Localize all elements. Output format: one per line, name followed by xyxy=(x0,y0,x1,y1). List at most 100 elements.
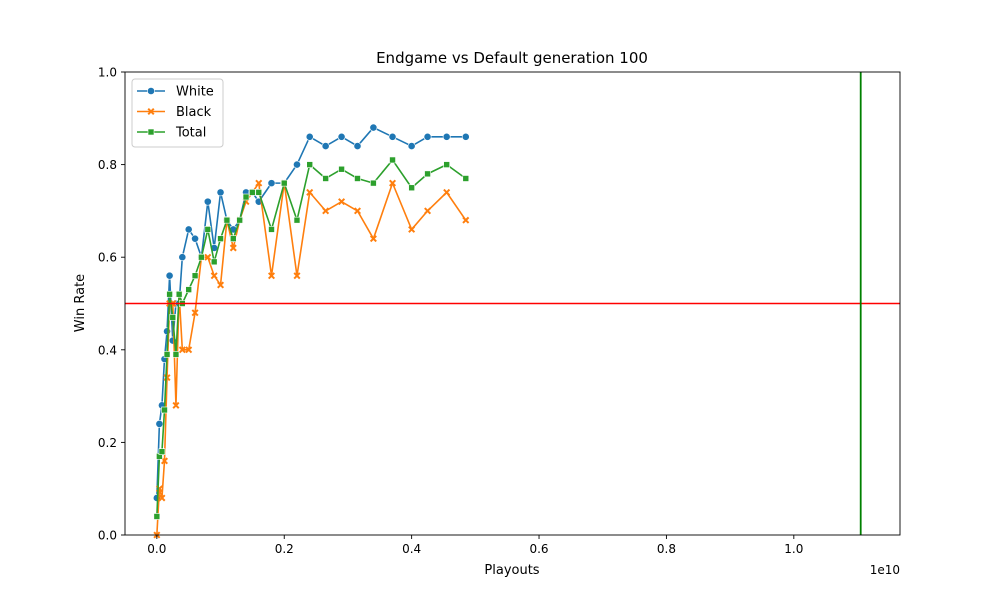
data-point-black xyxy=(267,272,276,280)
data-point-total xyxy=(175,290,183,298)
data-point-total xyxy=(424,170,431,178)
data-point-black-stroke-b xyxy=(204,253,212,261)
x-axis-label: Playouts xyxy=(484,563,539,578)
y-tick-label: 0.6 xyxy=(98,251,117,265)
data-point-white xyxy=(305,132,314,141)
legend-label-white: White xyxy=(176,85,214,100)
data-point-total xyxy=(280,179,288,187)
chart-title: Endgame vs Default generation 100 xyxy=(376,49,648,67)
legend-marker-black-stroke-b xyxy=(147,107,155,116)
data-point-total xyxy=(462,175,470,182)
data-point-total xyxy=(210,258,218,266)
data-point-white xyxy=(353,142,362,150)
data-point-black-stroke-b xyxy=(408,225,416,233)
legend-marker-total xyxy=(147,128,155,136)
legend-label-black: Black xyxy=(176,105,212,120)
data-point-black-stroke-b xyxy=(217,281,225,289)
data-point-total xyxy=(443,161,450,168)
data-point-total xyxy=(163,351,171,358)
data-point-black xyxy=(229,244,237,252)
data-point-black xyxy=(255,179,263,187)
legend-label-total: Total xyxy=(175,126,206,141)
data-point-total xyxy=(408,184,415,192)
data-point-white xyxy=(461,132,470,141)
legend-marker-white xyxy=(147,87,155,95)
data-point-total xyxy=(229,235,237,242)
data-point-white xyxy=(163,327,171,336)
data-point-total xyxy=(198,253,205,261)
data-point-black-stroke-b xyxy=(191,309,199,317)
data-point-total xyxy=(293,216,301,224)
legend-marker-black xyxy=(147,107,155,116)
data-point-black xyxy=(424,207,432,215)
y-tick-label: 0.2 xyxy=(98,436,117,450)
data-point-black-stroke-b xyxy=(267,272,276,280)
data-point-black xyxy=(443,188,451,196)
data-point-black xyxy=(172,401,180,409)
x-tick-label: 0.4 xyxy=(402,542,421,556)
data-point-white xyxy=(407,142,416,150)
x-axis-offset-label: 1e10 xyxy=(870,563,900,577)
y-tick-label: 0.4 xyxy=(98,343,117,357)
y-tick-label: 0.0 xyxy=(98,529,117,543)
data-point-black-stroke-b xyxy=(443,188,451,196)
data-point-total xyxy=(322,175,329,182)
data-point-black xyxy=(217,281,225,289)
data-point-black-stroke-b xyxy=(306,188,314,196)
data-point-total xyxy=(338,165,345,173)
data-point-total xyxy=(389,156,396,164)
data-point-white xyxy=(191,234,199,243)
data-point-black-stroke-b xyxy=(158,494,166,502)
data-point-total xyxy=(169,314,177,321)
data-point-black xyxy=(462,216,470,224)
data-point-black-stroke-b xyxy=(210,272,218,280)
data-point-black-stroke-b xyxy=(255,179,263,187)
data-point-total xyxy=(158,448,166,455)
data-point-black xyxy=(322,207,330,215)
data-point-white xyxy=(178,253,187,262)
data-point-black xyxy=(369,235,377,243)
data-point-black xyxy=(338,198,346,206)
data-point-black xyxy=(408,225,416,233)
data-point-black-stroke-b xyxy=(322,207,330,215)
data-point-black xyxy=(353,207,362,215)
data-point-black xyxy=(158,494,166,502)
data-point-white xyxy=(321,142,330,150)
data-point-total xyxy=(236,216,243,224)
data-point-black-stroke-b xyxy=(353,207,362,215)
data-point-white xyxy=(267,179,276,188)
x-tick-label: 0.0 xyxy=(147,542,166,556)
data-point-black-stroke-b xyxy=(293,272,301,280)
data-point-white xyxy=(216,188,225,197)
data-point-white xyxy=(337,132,346,141)
x-tick-label: 1.0 xyxy=(784,542,803,556)
data-point-white xyxy=(423,132,432,141)
data-point-black xyxy=(306,188,314,196)
data-point-total xyxy=(354,175,361,182)
data-point-black xyxy=(178,346,186,354)
data-point-black-stroke-b xyxy=(462,216,470,224)
data-point-black-stroke-b xyxy=(338,198,346,206)
data-point-total xyxy=(242,193,250,201)
data-point-black xyxy=(389,179,397,187)
data-point-black-stroke-b xyxy=(160,457,168,465)
data-point-black xyxy=(293,272,301,280)
data-point-black-stroke-b xyxy=(389,179,397,187)
data-point-total xyxy=(306,161,314,168)
data-point-black xyxy=(210,272,218,280)
data-point-black-stroke-b xyxy=(424,207,432,215)
data-point-total xyxy=(191,272,199,280)
data-point-black-stroke-b xyxy=(172,401,180,409)
data-point-black-stroke-b xyxy=(369,235,377,243)
y-tick-label: 1.0 xyxy=(98,66,117,80)
axes-frame xyxy=(124,71,901,536)
data-point-total xyxy=(166,290,173,298)
plot-area xyxy=(125,72,900,539)
data-point-white xyxy=(369,123,378,132)
data-point-total xyxy=(255,189,263,196)
data-point-black xyxy=(185,346,193,354)
y-tick-label: 0.8 xyxy=(98,158,117,172)
data-point-white xyxy=(203,197,212,206)
data-point-total xyxy=(204,226,212,233)
